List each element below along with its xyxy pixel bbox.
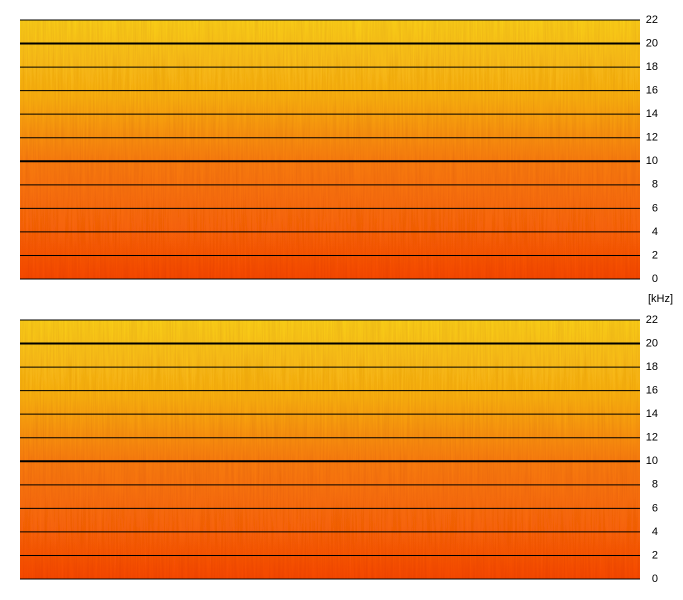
spectrogram [20,20,640,279]
y-tick-label: 4 [652,226,658,238]
y-tick-label: 16 [646,385,658,397]
y-tick-label: 20 [646,37,658,49]
y-tick-label: 10 [646,455,658,467]
y-tick-label: 2 [652,549,658,561]
y-tick-label: 14 [646,108,658,120]
y-tick-label: 10 [646,155,658,167]
y-tick-label: 2 [652,249,658,261]
y-tick-label: 18 [646,61,658,73]
axis-label: [kHz] [648,293,673,305]
y-tick-label: 4 [652,526,658,538]
y-tick-label: 12 [646,432,658,444]
y-tick-label: 0 [652,573,658,585]
y-tick-label: 18 [646,361,658,373]
y-tick-label: 6 [652,502,658,514]
y-tick-label: 22 [646,314,658,326]
y-tick-label: 6 [652,202,658,214]
y-tick-label: 22 [646,14,658,26]
spectrogram [20,320,640,579]
y-tick-label: 0 [652,273,658,285]
y-tick-label: 12 [646,132,658,144]
y-tick-label: 8 [652,479,658,491]
y-tick-label: 16 [646,85,658,97]
y-tick-label: 20 [646,337,658,349]
y-tick-label: 8 [652,179,658,191]
y-tick-label: 14 [646,408,658,420]
